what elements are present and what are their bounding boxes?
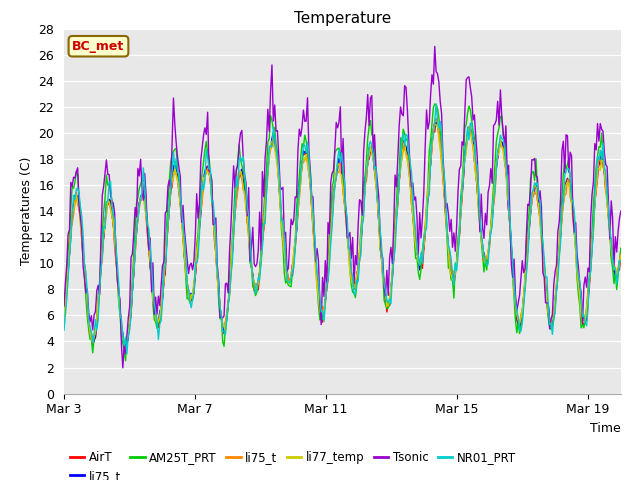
X-axis label: Time: Time xyxy=(590,422,621,435)
Title: Temperature: Temperature xyxy=(294,11,391,26)
Text: BC_met: BC_met xyxy=(72,40,125,53)
Legend: AirT, li75_t, AM25T_PRT, li75_t, li77_temp, Tsonic, NR01_PRT: AirT, li75_t, AM25T_PRT, li75_t, li77_te… xyxy=(70,451,516,480)
Y-axis label: Temperatures (C): Temperatures (C) xyxy=(20,157,33,265)
